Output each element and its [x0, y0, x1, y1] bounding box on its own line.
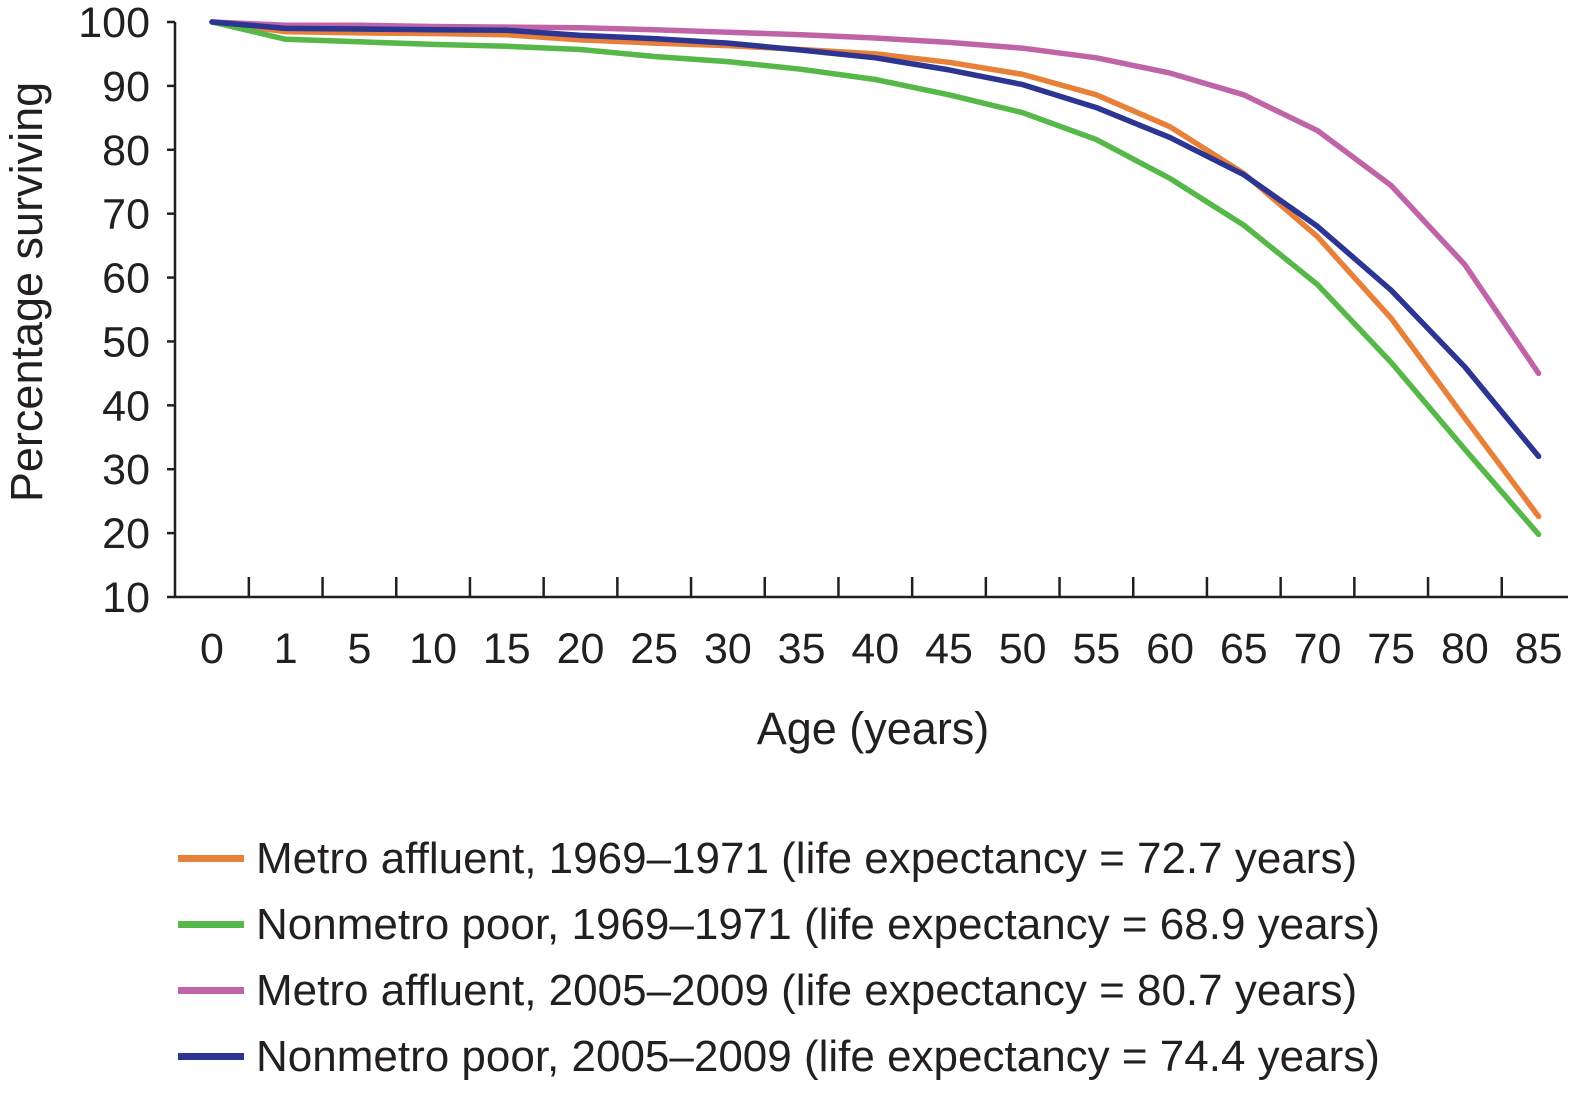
series-lines: [209, 19, 1542, 538]
x-tick-label: 1: [274, 625, 298, 673]
legend-label: Nonmetro poor, 1969–1971 (life expectanc…: [256, 900, 1380, 949]
x-tick-label: 85: [1515, 625, 1563, 673]
x-tick-label: 30: [704, 625, 752, 673]
y-tick-label: 70: [102, 191, 150, 239]
y-tick-label: 30: [102, 446, 150, 494]
x-tick-label: 60: [1146, 625, 1194, 673]
x-tick-label: 0: [200, 625, 224, 673]
x-tick-label: 80: [1441, 625, 1489, 673]
legend-swatch: [178, 987, 244, 994]
y-tick-label: 40: [102, 382, 150, 430]
legend-swatch: [178, 855, 244, 862]
series-line-3: [209, 19, 1542, 377]
y-tick-label: 50: [102, 318, 150, 366]
series-line-1: [209, 19, 1542, 520]
x-tick-label: 20: [557, 625, 605, 673]
x-tick-label: 65: [1220, 625, 1268, 673]
x-tick-label: 75: [1367, 625, 1415, 673]
series-line-4: [209, 19, 1542, 460]
y-tick-label: 60: [102, 255, 150, 303]
legend-label: Metro affluent, 2005–2009 (life expectan…: [256, 966, 1358, 1015]
x-axis-ticks: 0 1 5 10 15 20 25 30 35 40 45 50 55 60 65 70 75 80 85: [200, 577, 1563, 673]
x-tick-label: 25: [630, 625, 678, 673]
y-axis-title: Percentage surviving: [1, 82, 52, 502]
legend-swatch: [178, 1053, 244, 1060]
y-tick-label: 20: [102, 510, 150, 558]
y-tick-label: 90: [102, 63, 150, 111]
x-tick-label: 5: [347, 625, 371, 673]
y-tick-label: 100: [78, 0, 150, 47]
y-axis-ticks: 100 90 80 70 60 50 40 30 20 10: [78, 0, 175, 622]
x-tick-label: 55: [1072, 625, 1120, 673]
legend-label: Nonmetro poor, 2005–2009 (life expectanc…: [256, 1032, 1380, 1081]
legend-label: Metro affluent, 1969–1971 (life expectan…: [256, 834, 1358, 883]
x-tick-label: 10: [409, 625, 457, 673]
legend-swatch: [178, 921, 244, 928]
x-tick-label: 40: [851, 625, 899, 673]
series-line-2: [209, 19, 1542, 538]
x-tick-label: 35: [778, 625, 826, 673]
y-tick-label: 10: [102, 574, 150, 622]
x-tick-label: 15: [483, 625, 531, 673]
x-tick-label: 45: [925, 625, 973, 673]
x-axis-title: Age (years): [757, 703, 990, 754]
x-tick-label: 50: [999, 625, 1047, 673]
x-tick-label: 70: [1294, 625, 1342, 673]
y-tick-label: 80: [102, 127, 150, 175]
